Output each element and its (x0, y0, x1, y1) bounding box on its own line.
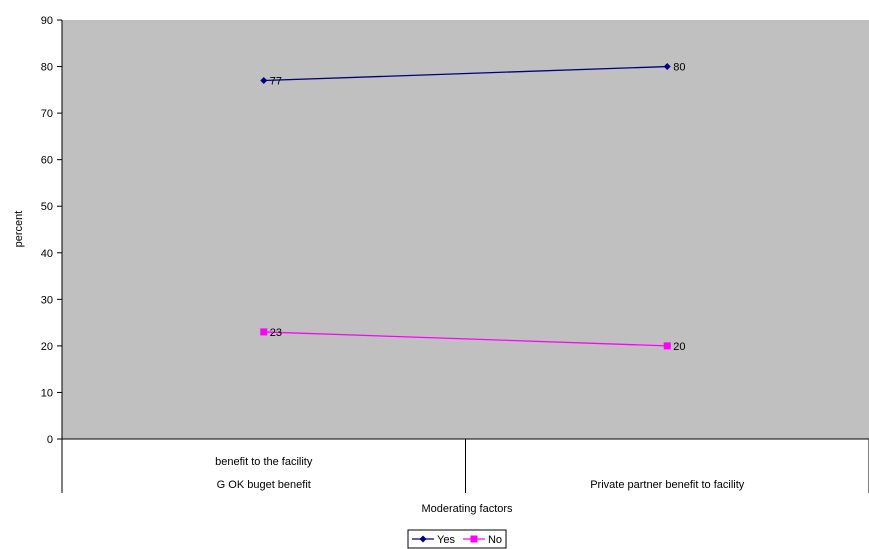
data-point-marker (663, 342, 671, 350)
series-line (263, 331, 668, 347)
plot-area (62, 20, 869, 439)
x-axis: benefit to the facility G OK buget benefi… (57, 438, 869, 493)
series-yes: 77 80 (260, 62, 686, 88)
y-tick-label: 10 (41, 387, 53, 399)
data-point-marker (260, 77, 268, 85)
y-tick-label: 60 (41, 155, 53, 167)
data-point-marker (663, 63, 671, 71)
legend: Yes No (407, 529, 507, 549)
legend-label: No (488, 534, 502, 546)
series-layer: 77 80 23 20 (260, 62, 686, 353)
y-tick-label: 40 (41, 248, 53, 260)
data-label: 80 (673, 62, 685, 74)
legend-box (407, 529, 507, 549)
data-label: 23 (270, 327, 282, 339)
x-category-label: Private partner benefit to facility (590, 479, 745, 491)
y-axis: 0 10 20 30 40 50 60 70 80 90 (41, 15, 63, 446)
series-line (263, 65, 668, 82)
y-tick-label: 20 (41, 341, 53, 353)
x-category-label: G OK buget benefit (217, 479, 311, 491)
legend-item-no: No (462, 534, 502, 546)
legend-marker (419, 535, 427, 543)
x-axis-title: Moderating factors (421, 503, 513, 515)
legend-item-yes: Yes (412, 534, 455, 546)
data-label: 77 (270, 76, 282, 88)
y-tick-label: 30 (41, 294, 53, 306)
series-no: 23 20 (260, 327, 686, 353)
legend-marker (470, 535, 478, 543)
legend-label: Yes (437, 534, 455, 546)
y-tick-label: 80 (41, 62, 53, 74)
y-tick-label: 50 (41, 201, 53, 213)
y-tick-label: 90 (41, 15, 53, 27)
data-point-marker (260, 328, 268, 336)
x-category-label: benefit to the facility (215, 456, 313, 468)
y-tick-label: 70 (41, 108, 53, 120)
y-tick-label: 0 (47, 434, 53, 446)
data-label: 20 (673, 341, 685, 353)
y-axis-title: percent (13, 211, 25, 248)
